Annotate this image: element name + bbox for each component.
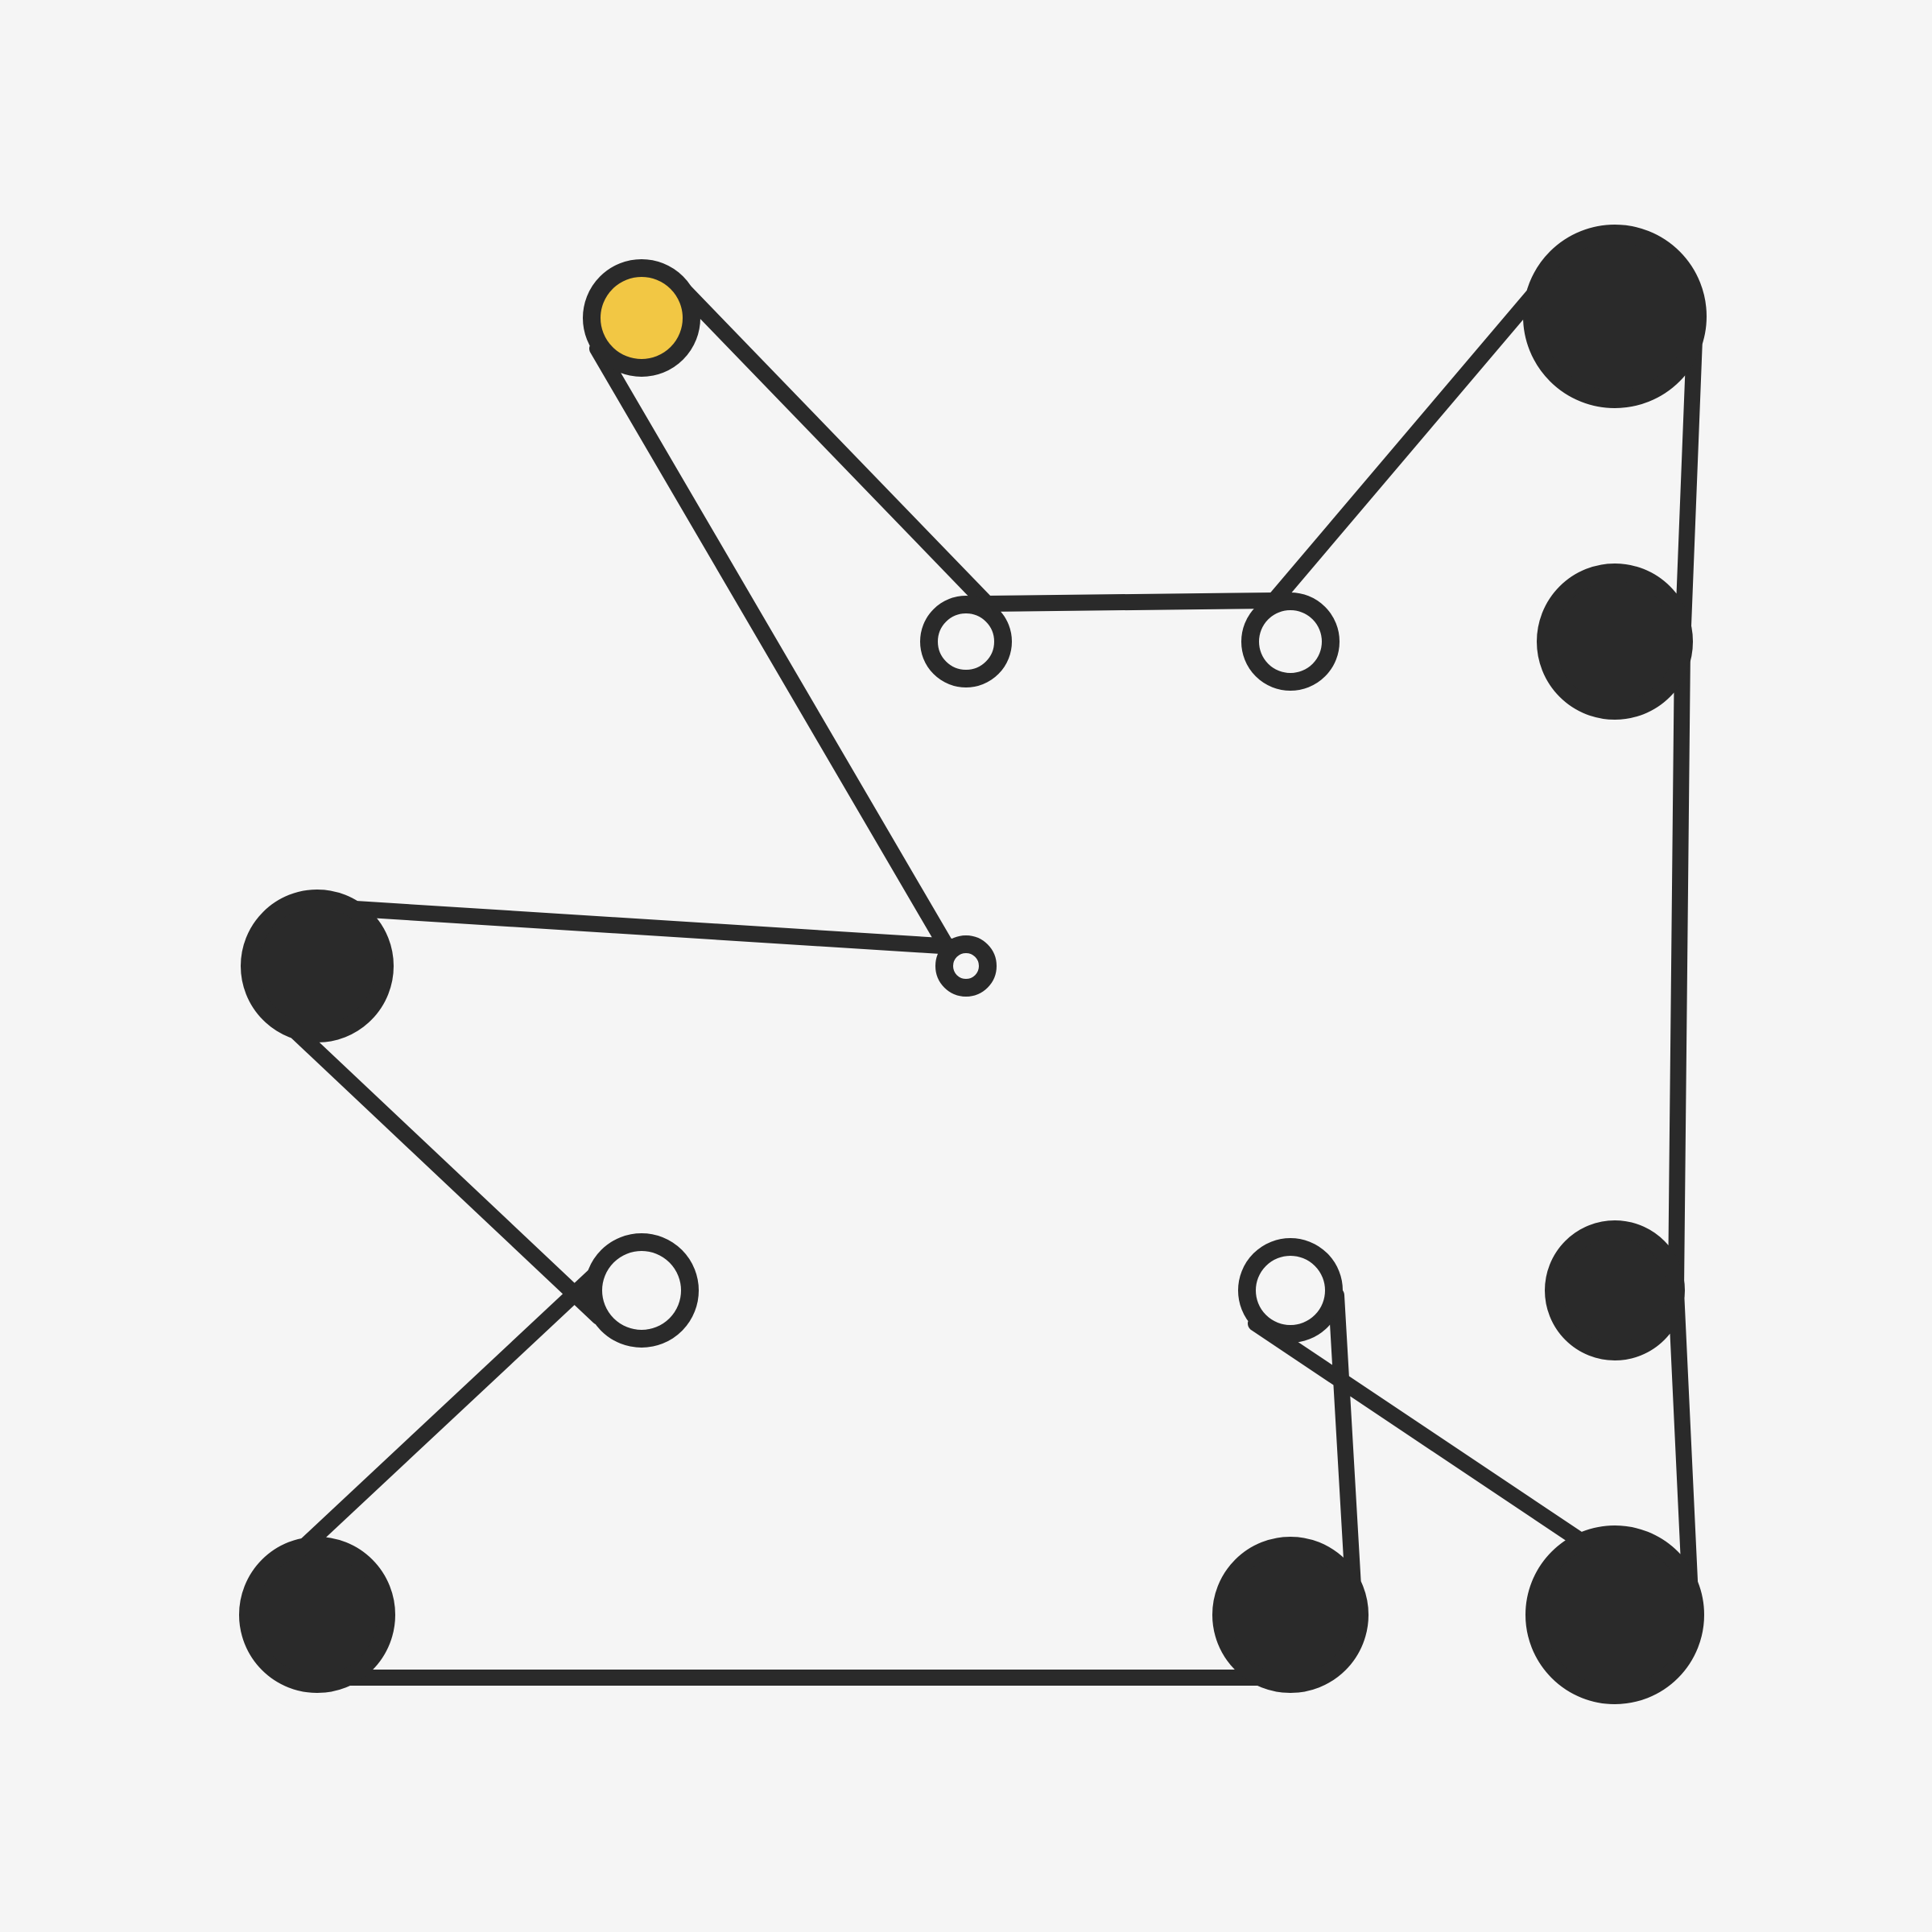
graph-edge-12 bbox=[267, 1004, 607, 1325]
node-layer bbox=[239, 225, 1707, 1704]
graph-edge-4 bbox=[1266, 258, 1566, 609]
graph-edge-9 bbox=[1328, 1287, 1363, 1623]
open-circle-icon[interactable] bbox=[935, 935, 997, 997]
graph-edge-1 bbox=[589, 341, 974, 988]
open-circle-icon[interactable] bbox=[1241, 592, 1340, 691]
filled-circle-icon[interactable] bbox=[241, 890, 394, 1042]
filled-circle-icon[interactable] bbox=[1525, 1525, 1704, 1704]
graph-edge-3 bbox=[976, 592, 1282, 612]
open-circle-icon[interactable] bbox=[920, 596, 1012, 687]
graph-edge-13 bbox=[309, 898, 974, 956]
graph-edge-5 bbox=[1674, 310, 1703, 654]
filled-circle-icon[interactable] bbox=[1545, 1220, 1685, 1360]
open-circle-icon[interactable] bbox=[584, 1233, 699, 1348]
yellow-circle-icon[interactable] bbox=[583, 259, 700, 377]
graph-edge-2 bbox=[673, 279, 993, 609]
graph-edge-7 bbox=[1668, 1282, 1699, 1623]
open-circle-icon[interactable] bbox=[1238, 1238, 1343, 1343]
filled-circle-icon[interactable] bbox=[1212, 1537, 1368, 1693]
graph-edge-11 bbox=[267, 1263, 607, 1582]
filled-circle-icon[interactable] bbox=[239, 1537, 395, 1693]
graph-edge-6 bbox=[1668, 638, 1690, 1298]
edge-layer bbox=[267, 258, 1703, 1686]
filled-circle-icon[interactable] bbox=[1523, 225, 1707, 408]
filled-circle-icon[interactable] bbox=[1537, 564, 1693, 720]
